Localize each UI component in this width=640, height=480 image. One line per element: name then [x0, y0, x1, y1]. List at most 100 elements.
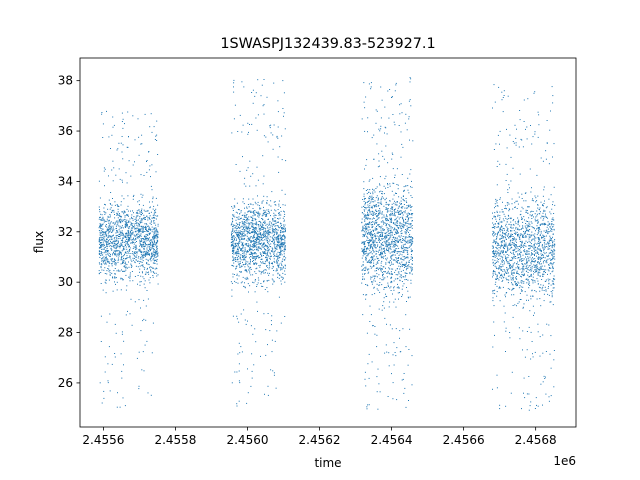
data-point	[258, 279, 260, 281]
data-point	[390, 290, 392, 291]
data-point	[143, 254, 145, 256]
data-point	[281, 236, 283, 238]
data-point	[387, 284, 389, 286]
data-point	[406, 273, 408, 274]
data-point	[386, 276, 388, 278]
data-point	[139, 224, 140, 226]
data-point	[369, 218, 371, 220]
data-point	[400, 257, 402, 259]
data-point	[380, 190, 382, 192]
data-point	[257, 239, 259, 240]
data-point	[247, 218, 249, 219]
data-point	[550, 228, 552, 229]
data-point	[123, 212, 125, 213]
data-point	[370, 86, 372, 88]
data-point	[277, 221, 279, 223]
data-point	[368, 261, 370, 263]
data-point	[379, 246, 381, 248]
data-point	[149, 242, 151, 244]
data-point	[120, 215, 122, 217]
data-point	[152, 276, 154, 278]
data-point	[129, 272, 131, 274]
data-point	[246, 231, 248, 233]
data-point	[258, 243, 260, 245]
data-point	[134, 301, 136, 303]
data-point	[108, 262, 110, 264]
data-point	[128, 221, 129, 223]
data-point	[371, 197, 373, 199]
data-point	[274, 229, 276, 231]
data-point	[492, 222, 494, 224]
data-point	[154, 215, 156, 217]
data-point	[121, 226, 123, 228]
data-point	[104, 168, 106, 170]
data-point	[393, 194, 395, 196]
data-point	[137, 225, 139, 227]
data-point	[143, 230, 145, 232]
data-point	[124, 226, 126, 228]
data-point	[381, 238, 383, 240]
data-point	[147, 392, 149, 394]
data-point	[156, 249, 158, 251]
data-point	[149, 277, 151, 279]
data-point	[143, 241, 145, 243]
data-point	[370, 314, 372, 316]
data-point	[113, 270, 115, 272]
data-point	[264, 253, 266, 254]
data-point	[109, 227, 111, 229]
data-point	[276, 136, 278, 138]
data-point	[518, 266, 520, 268]
data-point	[119, 247, 121, 249]
data-point	[384, 222, 386, 224]
data-point	[114, 353, 116, 354]
data-point	[492, 242, 494, 244]
data-point	[101, 248, 103, 250]
data-point	[392, 293, 393, 295]
data-point	[408, 192, 410, 194]
data-point	[115, 221, 117, 223]
data-point	[267, 242, 269, 243]
data-point	[366, 252, 368, 254]
data-point	[284, 231, 286, 233]
data-point	[107, 220, 109, 222]
data-points	[98, 77, 556, 411]
data-point	[156, 275, 158, 277]
data-point	[111, 231, 113, 233]
data-point	[391, 251, 393, 253]
data-point	[388, 365, 390, 367]
data-point	[375, 263, 377, 265]
data-point	[139, 258, 141, 260]
data-point	[379, 208, 381, 209]
data-point	[101, 218, 103, 220]
data-point	[268, 250, 270, 252]
data-point	[502, 211, 504, 213]
data-point	[267, 291, 269, 293]
data-point	[266, 245, 268, 247]
data-point	[369, 246, 371, 248]
data-point	[533, 216, 534, 218]
data-point	[116, 214, 118, 216]
data-point	[157, 232, 159, 234]
data-point	[393, 249, 395, 251]
data-point	[232, 255, 234, 257]
data-point	[393, 364, 395, 366]
data-point	[399, 276, 401, 278]
data-point	[153, 251, 155, 253]
data-point	[266, 203, 268, 205]
data-point	[239, 240, 241, 242]
data-point	[281, 250, 282, 252]
data-point	[379, 284, 381, 286]
data-point	[273, 228, 275, 230]
data-point	[383, 158, 385, 160]
data-point	[147, 239, 149, 241]
data-point	[232, 315, 234, 317]
data-point	[510, 234, 512, 236]
data-point	[393, 212, 395, 214]
data-point	[239, 256, 241, 258]
data-point	[110, 236, 112, 238]
data-point	[119, 221, 121, 223]
data-point	[139, 265, 141, 267]
data-point	[142, 245, 144, 247]
data-point	[145, 227, 147, 229]
data-point	[154, 230, 156, 232]
